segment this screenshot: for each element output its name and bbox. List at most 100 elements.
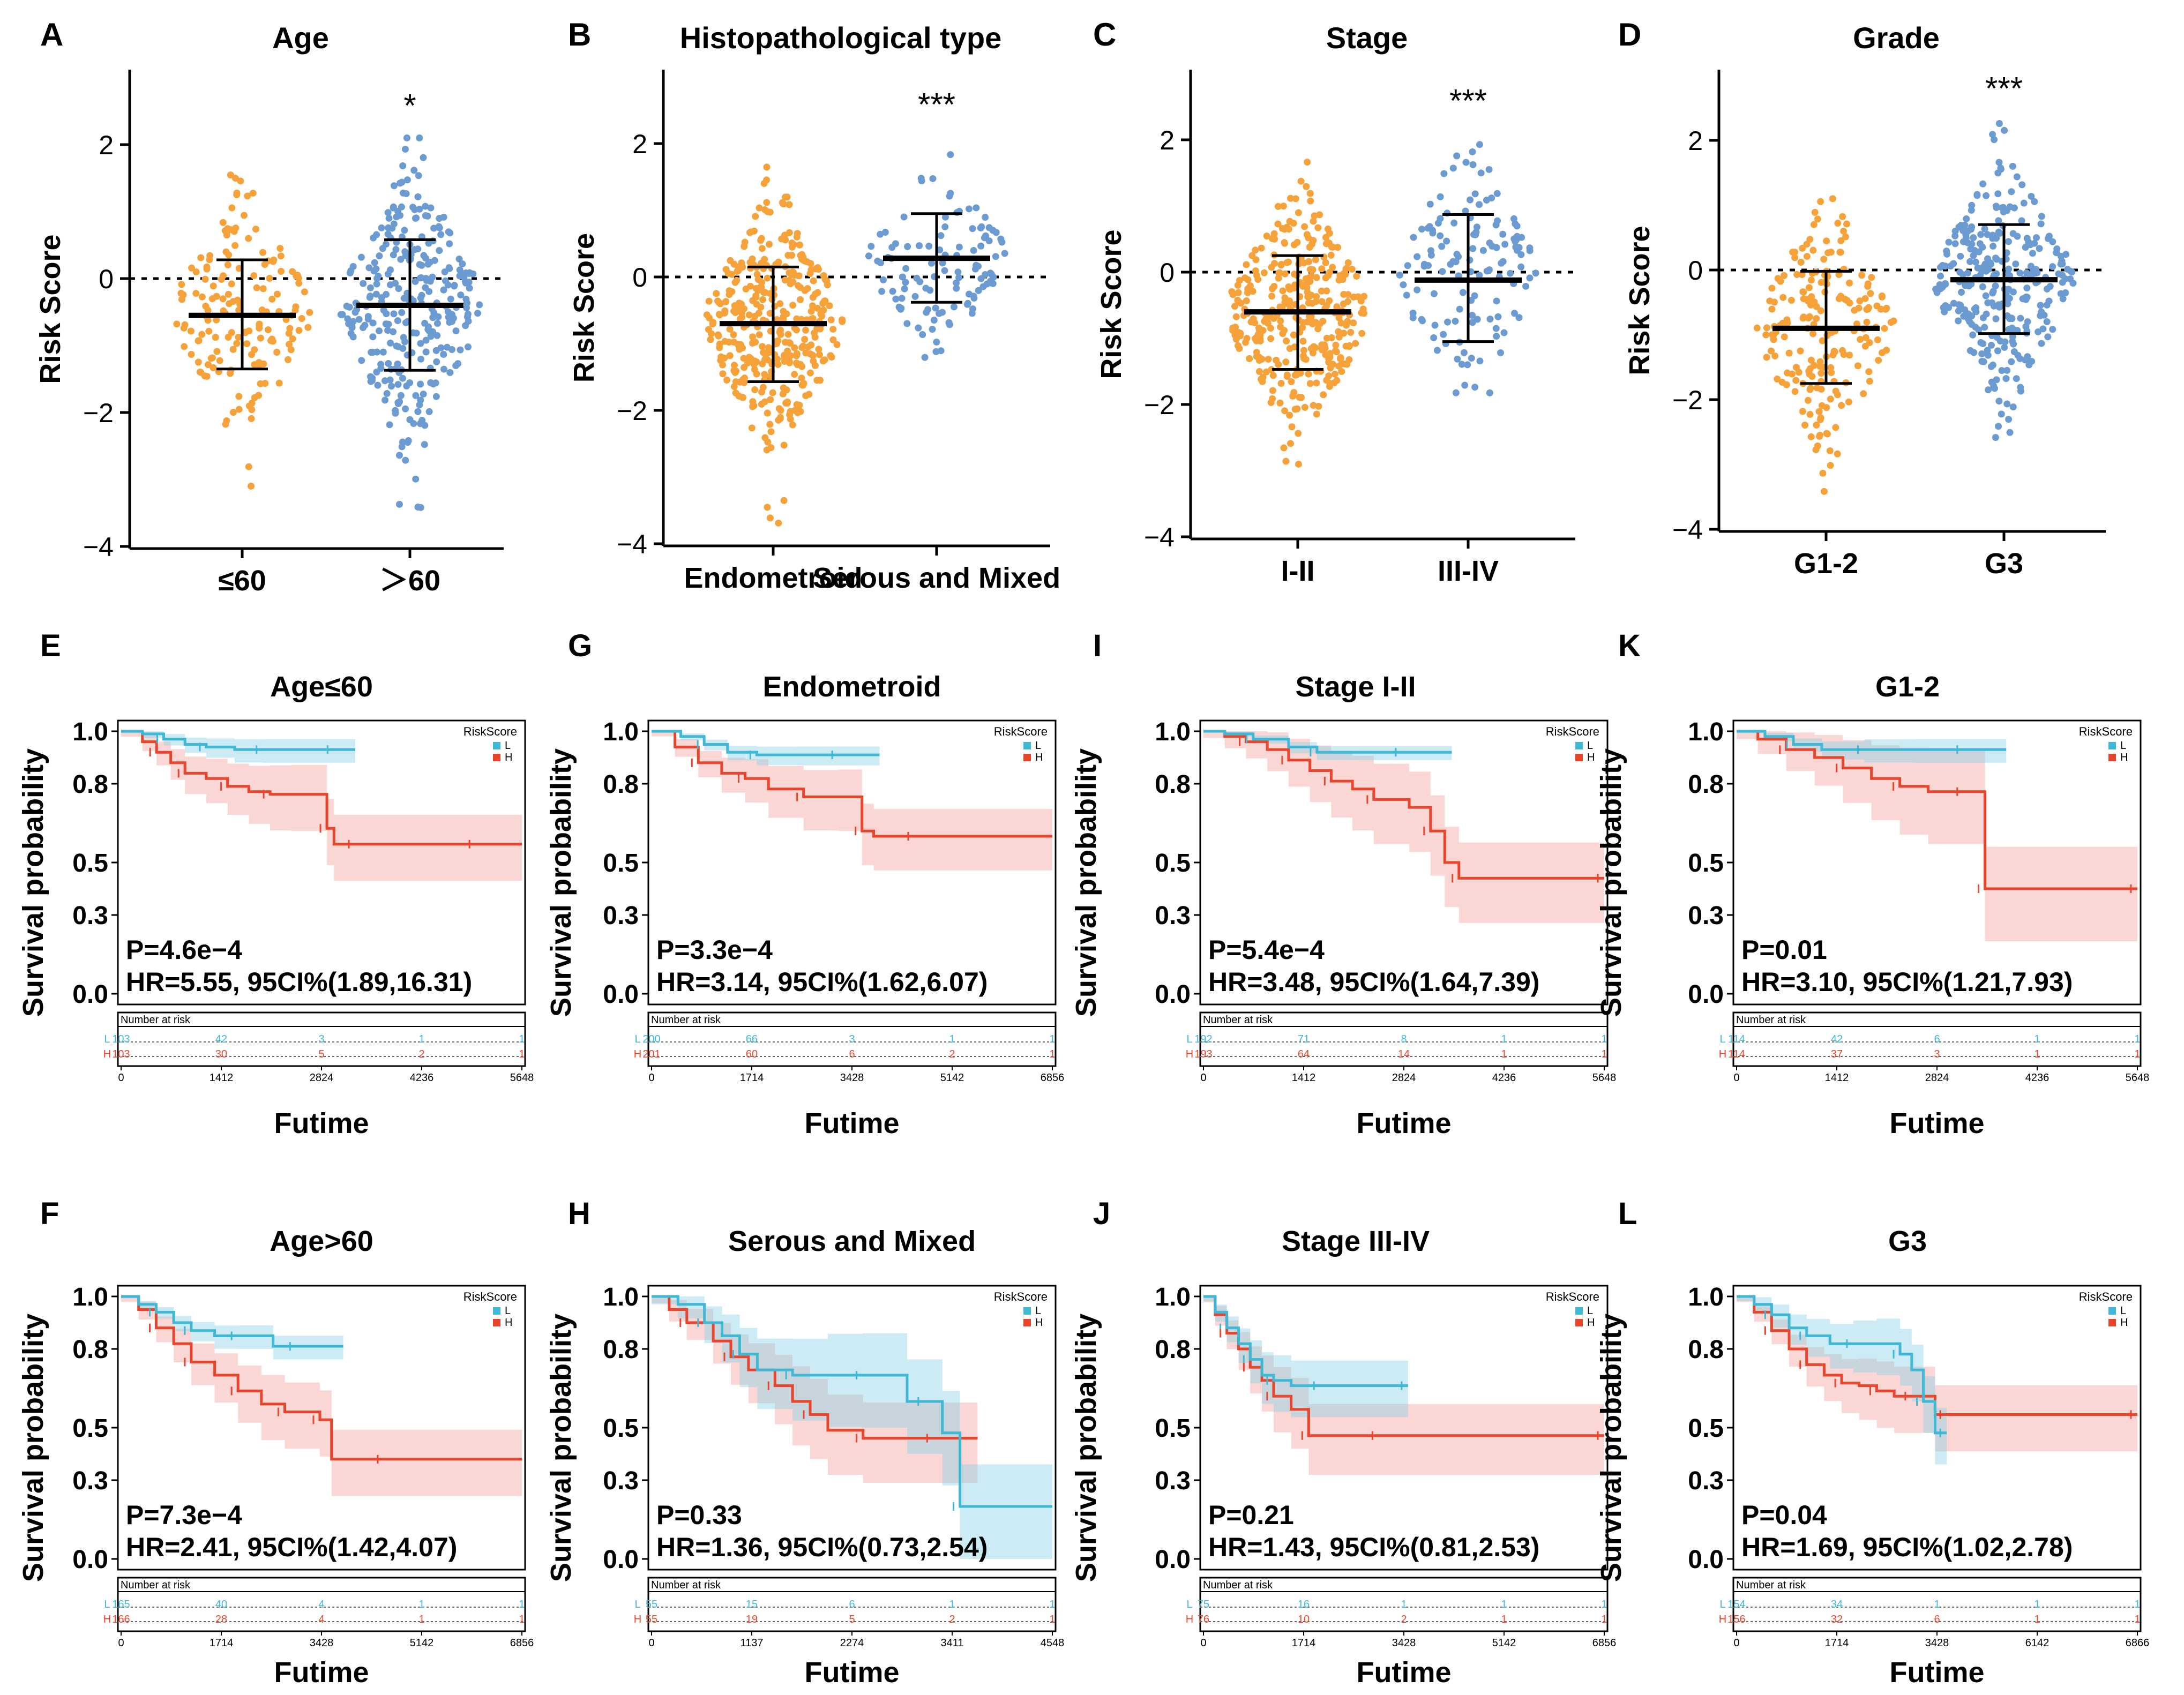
data-point (1352, 340, 1359, 347)
risk-count-high: 1 (519, 1614, 525, 1625)
data-point (1955, 317, 1962, 325)
data-point (465, 279, 473, 286)
legend-title: RiskScore (994, 725, 1048, 738)
x-tick-label: 4236 (1492, 1072, 1516, 1084)
data-point (1477, 169, 1485, 177)
data-point (2016, 269, 2024, 277)
data-point (253, 284, 260, 291)
data-point (1469, 319, 1476, 326)
data-point (1241, 274, 1249, 282)
data-point (382, 241, 390, 248)
data-point (939, 259, 946, 267)
data-point (413, 329, 420, 337)
data-point (1282, 358, 1290, 366)
data-point (394, 317, 401, 325)
y-tick-label: 0.0 (1688, 980, 1724, 1009)
data-point (1424, 262, 1432, 269)
data-point (789, 302, 797, 309)
x-tick-label: 3428 (1392, 1637, 1416, 1649)
data-point (1807, 276, 1815, 284)
data-point (395, 285, 402, 292)
x-tick-label: 1412 (210, 1072, 234, 1084)
data-point (373, 231, 380, 238)
data-point (2043, 318, 2051, 326)
data-point (713, 290, 720, 297)
data-point (1321, 341, 1328, 349)
data-point (1834, 220, 1842, 227)
risk-row-label-low: L (1186, 1033, 1192, 1045)
data-point (1269, 387, 1276, 394)
data-point (1443, 237, 1450, 245)
risk-count-high: 1 (2134, 1048, 2140, 1060)
risk-count-low: 1 (519, 1033, 525, 1045)
data-point (1318, 287, 1325, 295)
data-point (386, 376, 394, 384)
y-tick-label: 1.0 (72, 718, 108, 746)
data-point (1512, 238, 1519, 245)
data-point (892, 295, 900, 303)
data-point (248, 415, 255, 422)
data-point (1973, 191, 1981, 198)
data-point (1803, 253, 1811, 260)
data-point (1828, 369, 1835, 377)
survival-curve-low (1737, 730, 2007, 751)
data-point (218, 275, 225, 283)
data-point (233, 340, 241, 347)
data-point (715, 311, 723, 318)
data-point (298, 315, 305, 322)
risk-count-high: 6 (849, 1048, 855, 1060)
data-point (1307, 197, 1314, 205)
y-tick-label: 0.3 (72, 1467, 108, 1495)
data-point (1492, 325, 1500, 332)
data-point (786, 269, 793, 276)
data-point (227, 370, 234, 377)
data-point (2005, 265, 2013, 273)
risk-row-label-low: L (1719, 1599, 1725, 1610)
data-point (1235, 289, 1242, 296)
data-point (2018, 217, 2025, 224)
risk-count-high: 1 (519, 1048, 525, 1060)
data-point (809, 315, 817, 322)
data-point (946, 321, 953, 328)
y-tick-label: 0.0 (1688, 1546, 1724, 1574)
data-point (826, 302, 833, 310)
data-point (1813, 421, 1820, 429)
data-point (2016, 355, 2024, 362)
data-point (762, 355, 769, 362)
x-tick-label: 6856 (1592, 1637, 1617, 1649)
data-point (1279, 287, 1287, 295)
data-point (1485, 166, 1493, 173)
x-tick-label: 1714 (1825, 1637, 1849, 1649)
data-point (437, 231, 445, 238)
panel-letter: A (40, 17, 63, 52)
data-point (301, 288, 308, 296)
data-point (1979, 264, 1987, 271)
data-point (2037, 220, 2045, 228)
data-point (1774, 275, 1782, 282)
data-point (1841, 295, 1849, 303)
data-point (1820, 256, 1828, 263)
data-point (400, 334, 407, 341)
data-point (192, 268, 200, 276)
data-point (769, 389, 776, 396)
data-point (2003, 400, 2011, 408)
panel-title: Age>60 (270, 1225, 373, 1257)
data-point (1460, 349, 1468, 356)
data-point (1310, 402, 1317, 409)
legend-label-low: L (1587, 1305, 1593, 1317)
data-point (448, 346, 455, 353)
data-point (201, 372, 208, 380)
data-point (1338, 368, 1345, 375)
data-point (228, 280, 235, 288)
data-point (2017, 314, 2024, 322)
data-point (764, 274, 771, 282)
data-point (1342, 265, 1350, 273)
data-point (1964, 269, 1971, 277)
data-point (401, 227, 408, 234)
data-point (1427, 247, 1435, 254)
legend-swatch-low (1575, 1307, 1583, 1315)
x-tick-label: 0 (1733, 1072, 1739, 1084)
data-point (208, 295, 216, 303)
risk-count-high: 1 (418, 1614, 424, 1625)
mean-sd-bar (1415, 213, 1522, 343)
